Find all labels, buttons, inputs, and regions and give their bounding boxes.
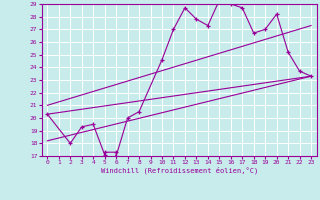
X-axis label: Windchill (Refroidissement éolien,°C): Windchill (Refroidissement éolien,°C) — [100, 167, 258, 174]
